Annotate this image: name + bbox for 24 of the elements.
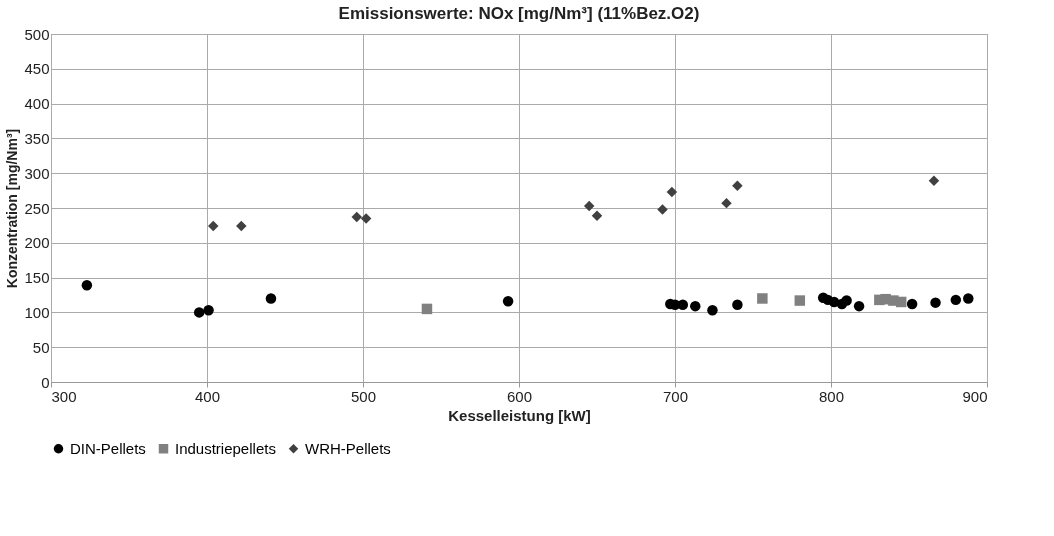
y-tick-label: 200 <box>24 234 50 252</box>
x-tick-label: 600 <box>506 387 533 405</box>
y-tick-label: 0 <box>41 373 50 391</box>
y-tick-label: 250 <box>24 199 50 217</box>
x-axis-title: Kesselleistung [kW] <box>448 406 591 424</box>
y-tick-label: 150 <box>24 269 50 287</box>
chart-title: Emissionswerte: NOx [mg/Nm³] (11%Bez.O2) <box>338 4 700 23</box>
legend-label: DIN-Pellets <box>70 439 146 457</box>
legend-label: WRH-Pellets <box>305 439 391 457</box>
y-tick-label: 100 <box>24 303 50 321</box>
x-tick-label: 500 <box>350 387 377 405</box>
y-tick-label: 400 <box>24 95 50 113</box>
y-tick-label: 300 <box>24 164 50 182</box>
y-tick-label: 350 <box>24 129 50 147</box>
x-tick-label: 400 <box>194 387 221 405</box>
x-tick-label: 800 <box>818 387 845 405</box>
y-tick-label: 450 <box>24 60 50 78</box>
x-tick-label: 900 <box>962 387 988 405</box>
legend-label: Industriepellets <box>175 439 276 457</box>
x-tick-label: 700 <box>662 387 689 405</box>
y-tick-label: 500 <box>24 25 50 43</box>
y-axis-title: Konzentration [mg/Nm³] <box>4 128 21 289</box>
y-tick-label: 50 <box>32 338 50 356</box>
x-tick-label: 300 <box>51 387 77 405</box>
